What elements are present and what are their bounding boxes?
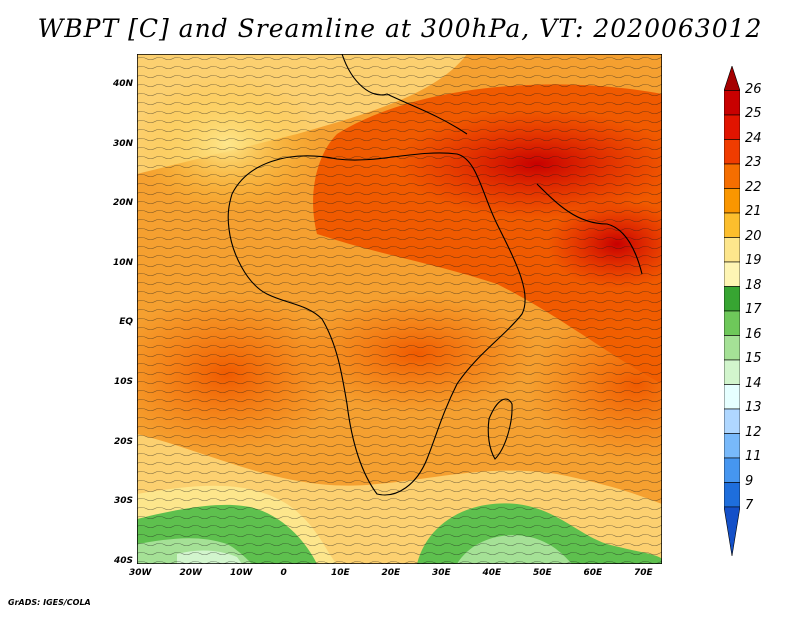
colorbar-segment [724, 335, 740, 361]
lon-tick-label: 10E [331, 568, 350, 578]
colorbar-label: 20 [745, 228, 762, 244]
colorbar-segment [724, 188, 740, 214]
colorbar-label: 15 [745, 351, 762, 366]
colorbar-segment [724, 90, 740, 116]
colorbar-label: 9 [745, 473, 754, 489]
coastlines [227, 54, 643, 496]
colorbar-segment [724, 163, 740, 189]
lat-tick-label: 20S [113, 436, 133, 447]
colorbar-segment [724, 114, 740, 140]
colorbar-segment [724, 261, 740, 287]
colorbar-label: 22 [745, 179, 762, 195]
colorbar-label: 25 [745, 106, 762, 121]
colorbar [724, 66, 740, 556]
lat-tick-label: 40S [113, 555, 133, 566]
lon-tick-label: 20E [381, 568, 401, 578]
colorbar-segment [724, 139, 740, 165]
colorbar-segment [724, 286, 740, 312]
colorbar-segment [724, 433, 740, 459]
colorbar-label: 12 [745, 424, 762, 440]
colorbar-label: 11 [745, 449, 762, 464]
colorbar-segment [724, 212, 740, 238]
colorbar-label: 7 [745, 498, 754, 513]
lon-tick-label: 40E [482, 568, 502, 578]
colorbar-label: 26 [745, 81, 762, 97]
lon-tick-label: 30E [432, 568, 451, 578]
lon-tick-label: 0 [280, 568, 287, 578]
colorbar-segment [724, 66, 740, 91]
colorbar-segment [724, 482, 740, 508]
lat-tick-label: 30S [113, 496, 133, 507]
lon-tick-label: 70E [634, 568, 653, 578]
colorbar-segment [724, 237, 740, 263]
colorbar-segment [724, 457, 740, 483]
colorbar-label: 13 [745, 400, 762, 415]
colorbar-segment [724, 310, 740, 336]
lat-tick-label: 10S [113, 377, 133, 387]
colorbar-label: 14 [745, 375, 762, 391]
wbpt-streamline-map [137, 54, 662, 564]
colorbar-label: 23 [745, 155, 762, 170]
map-title: WBPT [C] and Sreamline at 300hPa, VT: 20… [37, 14, 763, 43]
colorbar-label: 17 [745, 302, 762, 317]
lat-tick-label: 40N [112, 79, 133, 89]
grads-credit: GrADS: IGES/COLA [8, 598, 91, 607]
colorbar-segment [724, 506, 740, 556]
colorbar-label: 19 [745, 253, 762, 268]
colorbar-label: 18 [745, 277, 762, 293]
colorbar-label: 21 [745, 204, 762, 219]
colorbar-segment [724, 384, 740, 410]
streamlines [137, 54, 662, 564]
lat-tick-label: EQ [119, 317, 133, 328]
lon-tick-label: 10W [230, 568, 253, 578]
lat-tick-label: 30N [112, 138, 133, 149]
lat-tick-label: 10N [112, 257, 133, 268]
lon-tick-label: 20W [179, 568, 202, 578]
lat-tick-label: 20N [112, 198, 133, 209]
lon-tick-label: 50E [533, 568, 552, 578]
colorbar-segment [724, 408, 740, 434]
colorbar-segment [724, 359, 740, 385]
lon-tick-label: 60E [583, 568, 603, 578]
colorbar-label: 16 [745, 326, 762, 342]
colorbar-label: 24 [745, 130, 762, 146]
lon-tick-label: 30W [129, 568, 152, 578]
